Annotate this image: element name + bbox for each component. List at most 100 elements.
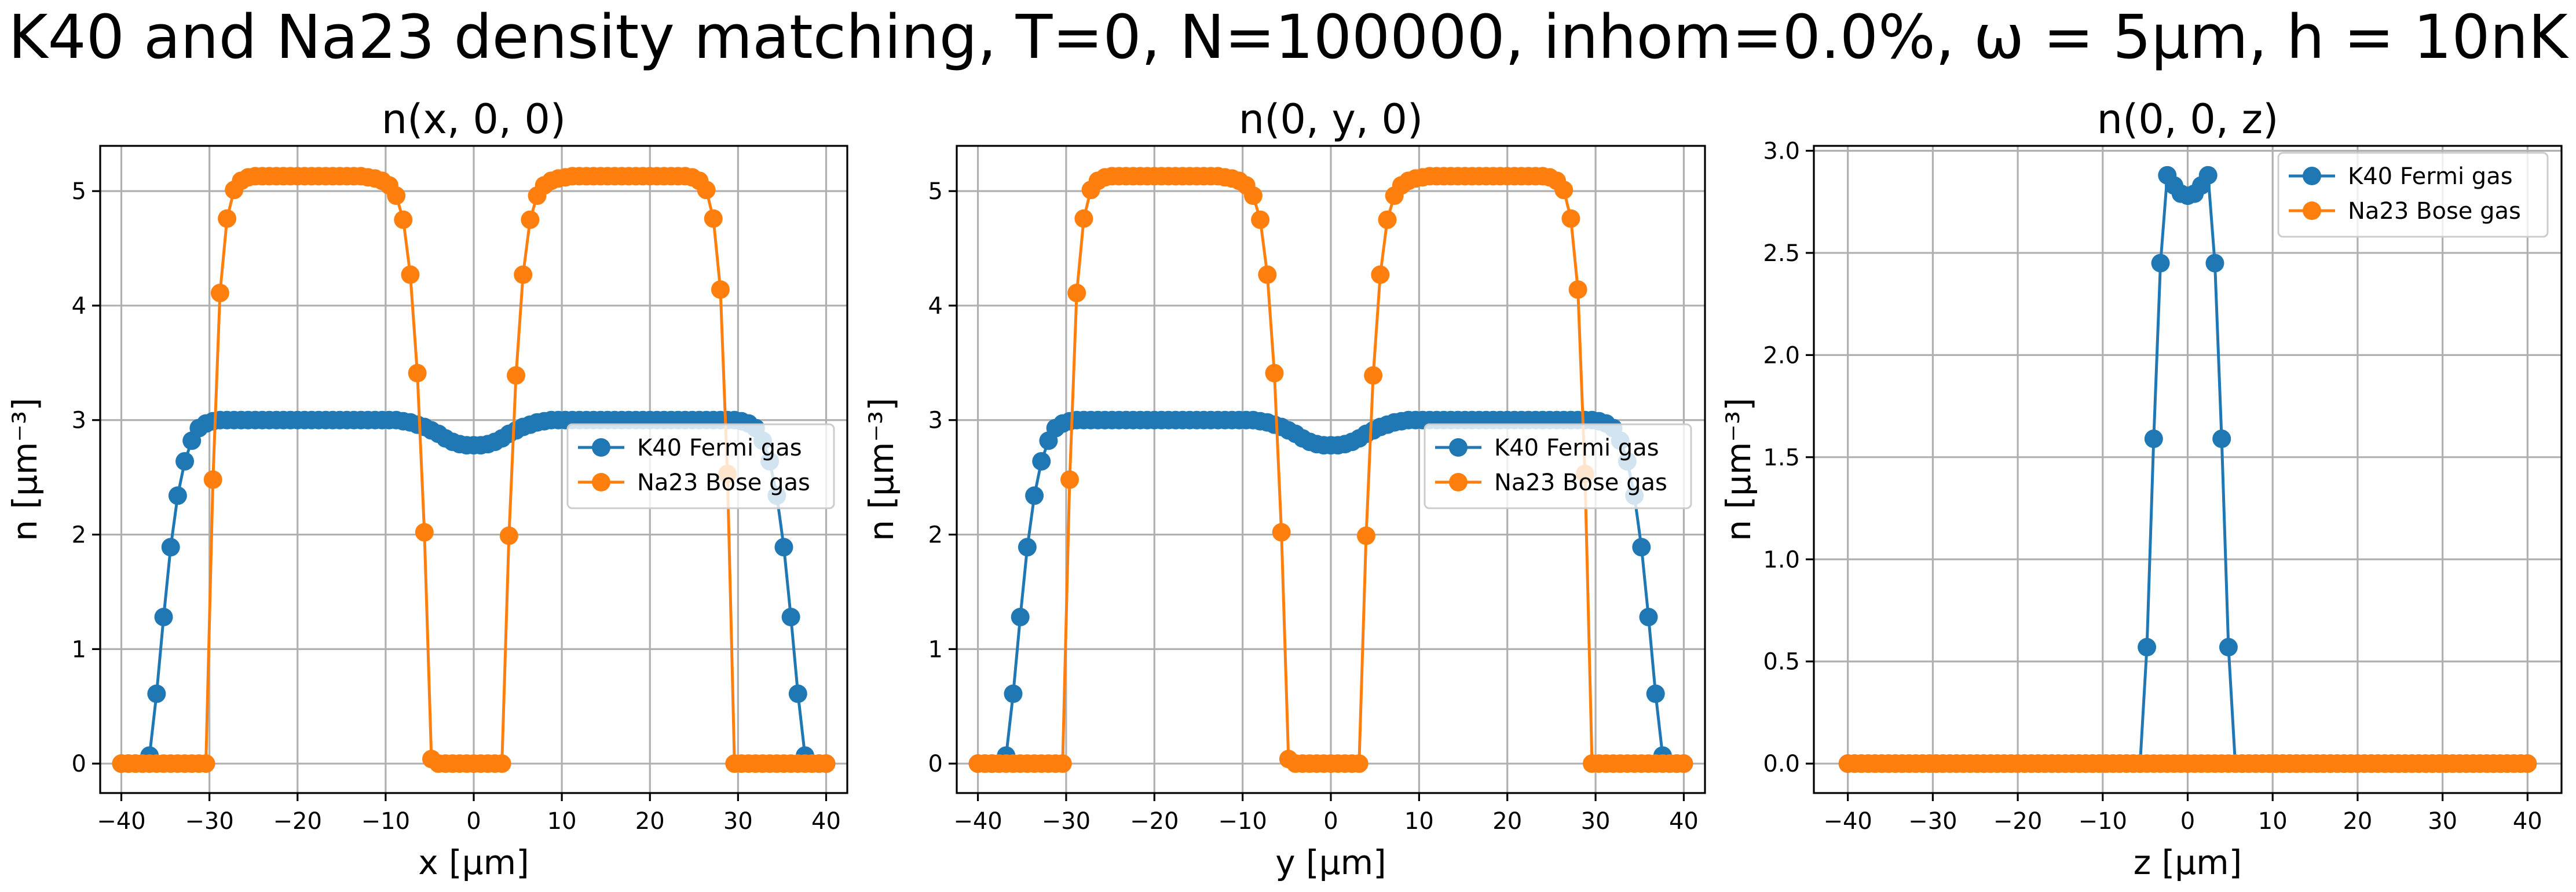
data-point [697,181,716,200]
legend-label: Na23 Bose gas [1494,469,1667,496]
data-point [2212,430,2231,449]
legend-label: K40 Fermi gas [1494,435,1659,461]
x-axis-label: y [μm] [1275,843,1386,882]
data-point [788,684,807,703]
x-tick-label: 10 [547,808,577,835]
data-point [1356,526,1375,545]
data-point [147,684,166,703]
y-tick-label: 3.0 [1763,138,1800,164]
x-axis-label: z [μm] [2134,843,2242,882]
y-tick-label: 2 [72,522,86,549]
data-point [817,754,836,773]
figure-suptitle: K40 and Na23 density matching, T=0, N=10… [8,2,2569,72]
x-tick-label: 30 [723,808,753,835]
data-point [1032,451,1051,471]
data-point [507,366,526,385]
data-point [154,607,173,626]
data-point [168,486,187,505]
x-tick-label: 10 [1404,808,1434,835]
data-point [196,754,215,773]
legend-item: Na23 Bose gas [1435,469,1667,496]
data-point [499,526,518,545]
data-point [1568,280,1587,299]
legend-item: Na23 Bose gas [2289,198,2521,225]
x-tick-label: −10 [2079,808,2127,835]
x-tick-label: 0 [466,808,481,835]
legend-marker [2303,167,2321,185]
y-tick-label: 3 [72,408,86,434]
subplot-title: n(0, y, 0) [1239,96,1424,143]
grid [1814,146,2562,793]
data-point [408,364,427,383]
data-point [1371,265,1390,284]
subplot-3: −40 −30 −20 −10 0 10 20 30 40 0.0 0.5 1.0 1.5 2.0 2.5 3… [1719,96,2563,882]
y-tick-label: 0.5 [1763,649,1800,676]
x-tick-label: −20 [1130,808,1179,835]
legend-item: K40 Fermi gas [578,435,802,461]
data-point [1258,265,1277,284]
x-tick-label: 40 [1669,808,1699,835]
series-k40 [968,410,1693,773]
data-point [1053,754,1072,773]
data-point [1004,684,1023,703]
y-axis-label: n [μm⁻³] [862,398,901,541]
legend-label: Na23 Bose gas [2348,198,2521,225]
subplot-title: n(0, 0, z) [2097,96,2279,143]
data-point [2138,638,2157,657]
x-tick-label: −30 [185,808,233,835]
y-tick-label: 0 [72,751,86,777]
y-tick-label: 4 [72,293,86,320]
legend-item: K40 Fermi gas [2289,163,2513,190]
legend-marker [592,473,610,491]
data-point [1561,209,1580,228]
subplot-2: −40 −30 −20 −10 0 10 20 30 40 0 1 2 3 4 5 n(0, y, 0) y [… [862,96,1706,882]
legend-label: Na23 Bose gas [637,469,810,496]
series-na23 [112,167,836,773]
data-point [2518,754,2537,773]
data-point [1674,754,1693,773]
y-tick-label: 1 [72,636,86,663]
data-point [1554,181,1574,200]
x-tick-label: 0 [1323,808,1338,835]
legend-label: K40 Fermi gas [637,435,802,461]
y-tick-label: 2 [928,522,943,549]
data-point [2144,430,2163,449]
x-tick-label: −20 [273,808,322,835]
data-point [1639,607,1658,626]
data-point [1646,684,1665,703]
x-tick-label: −40 [97,808,145,835]
legend: K40 Fermi gas Na23 Bose gas [566,423,835,509]
data-point [1067,284,1086,303]
legend-marker [2303,201,2321,220]
legend: K40 Fermi gas Na23 Bose gas [2277,152,2549,238]
y-axis-label: n [μm⁻³] [5,398,45,541]
data-point [2205,254,2224,273]
x-tick-label: 30 [2428,808,2457,835]
data-point [401,265,420,284]
data-point [1272,523,1291,542]
x-tick-label: 40 [811,808,841,835]
y-tick-label: 1.0 [1763,546,1800,573]
legend-item: Na23 Bose gas [578,469,810,496]
data-point [1011,607,1030,626]
x-tick-label: −30 [1908,808,1957,835]
data-point [704,209,723,228]
y-tick-label: 3 [928,408,943,434]
legend-box [2277,152,2549,238]
data-point [521,210,540,229]
data-point [781,607,800,626]
data-point [1364,366,1383,385]
x-tick-label: 20 [635,808,665,835]
legend: K40 Fermi gas Na23 Bose gas [1424,423,1692,509]
x-tick-label: −40 [953,808,1002,835]
y-tick-label: 5 [928,178,943,205]
x-tick-label: −10 [1218,808,1267,835]
ticks: −40 −30 −20 −10 0 10 20 30 40 0 1 2 3 4 5 [928,178,1699,835]
y-tick-label: 4 [928,293,943,320]
x-tick-label: 20 [2343,808,2372,835]
y-tick-label: 0 [928,751,943,777]
y-tick-label: 1 [928,636,943,663]
x-tick-label: −20 [1993,808,2042,835]
data-point [218,209,237,228]
